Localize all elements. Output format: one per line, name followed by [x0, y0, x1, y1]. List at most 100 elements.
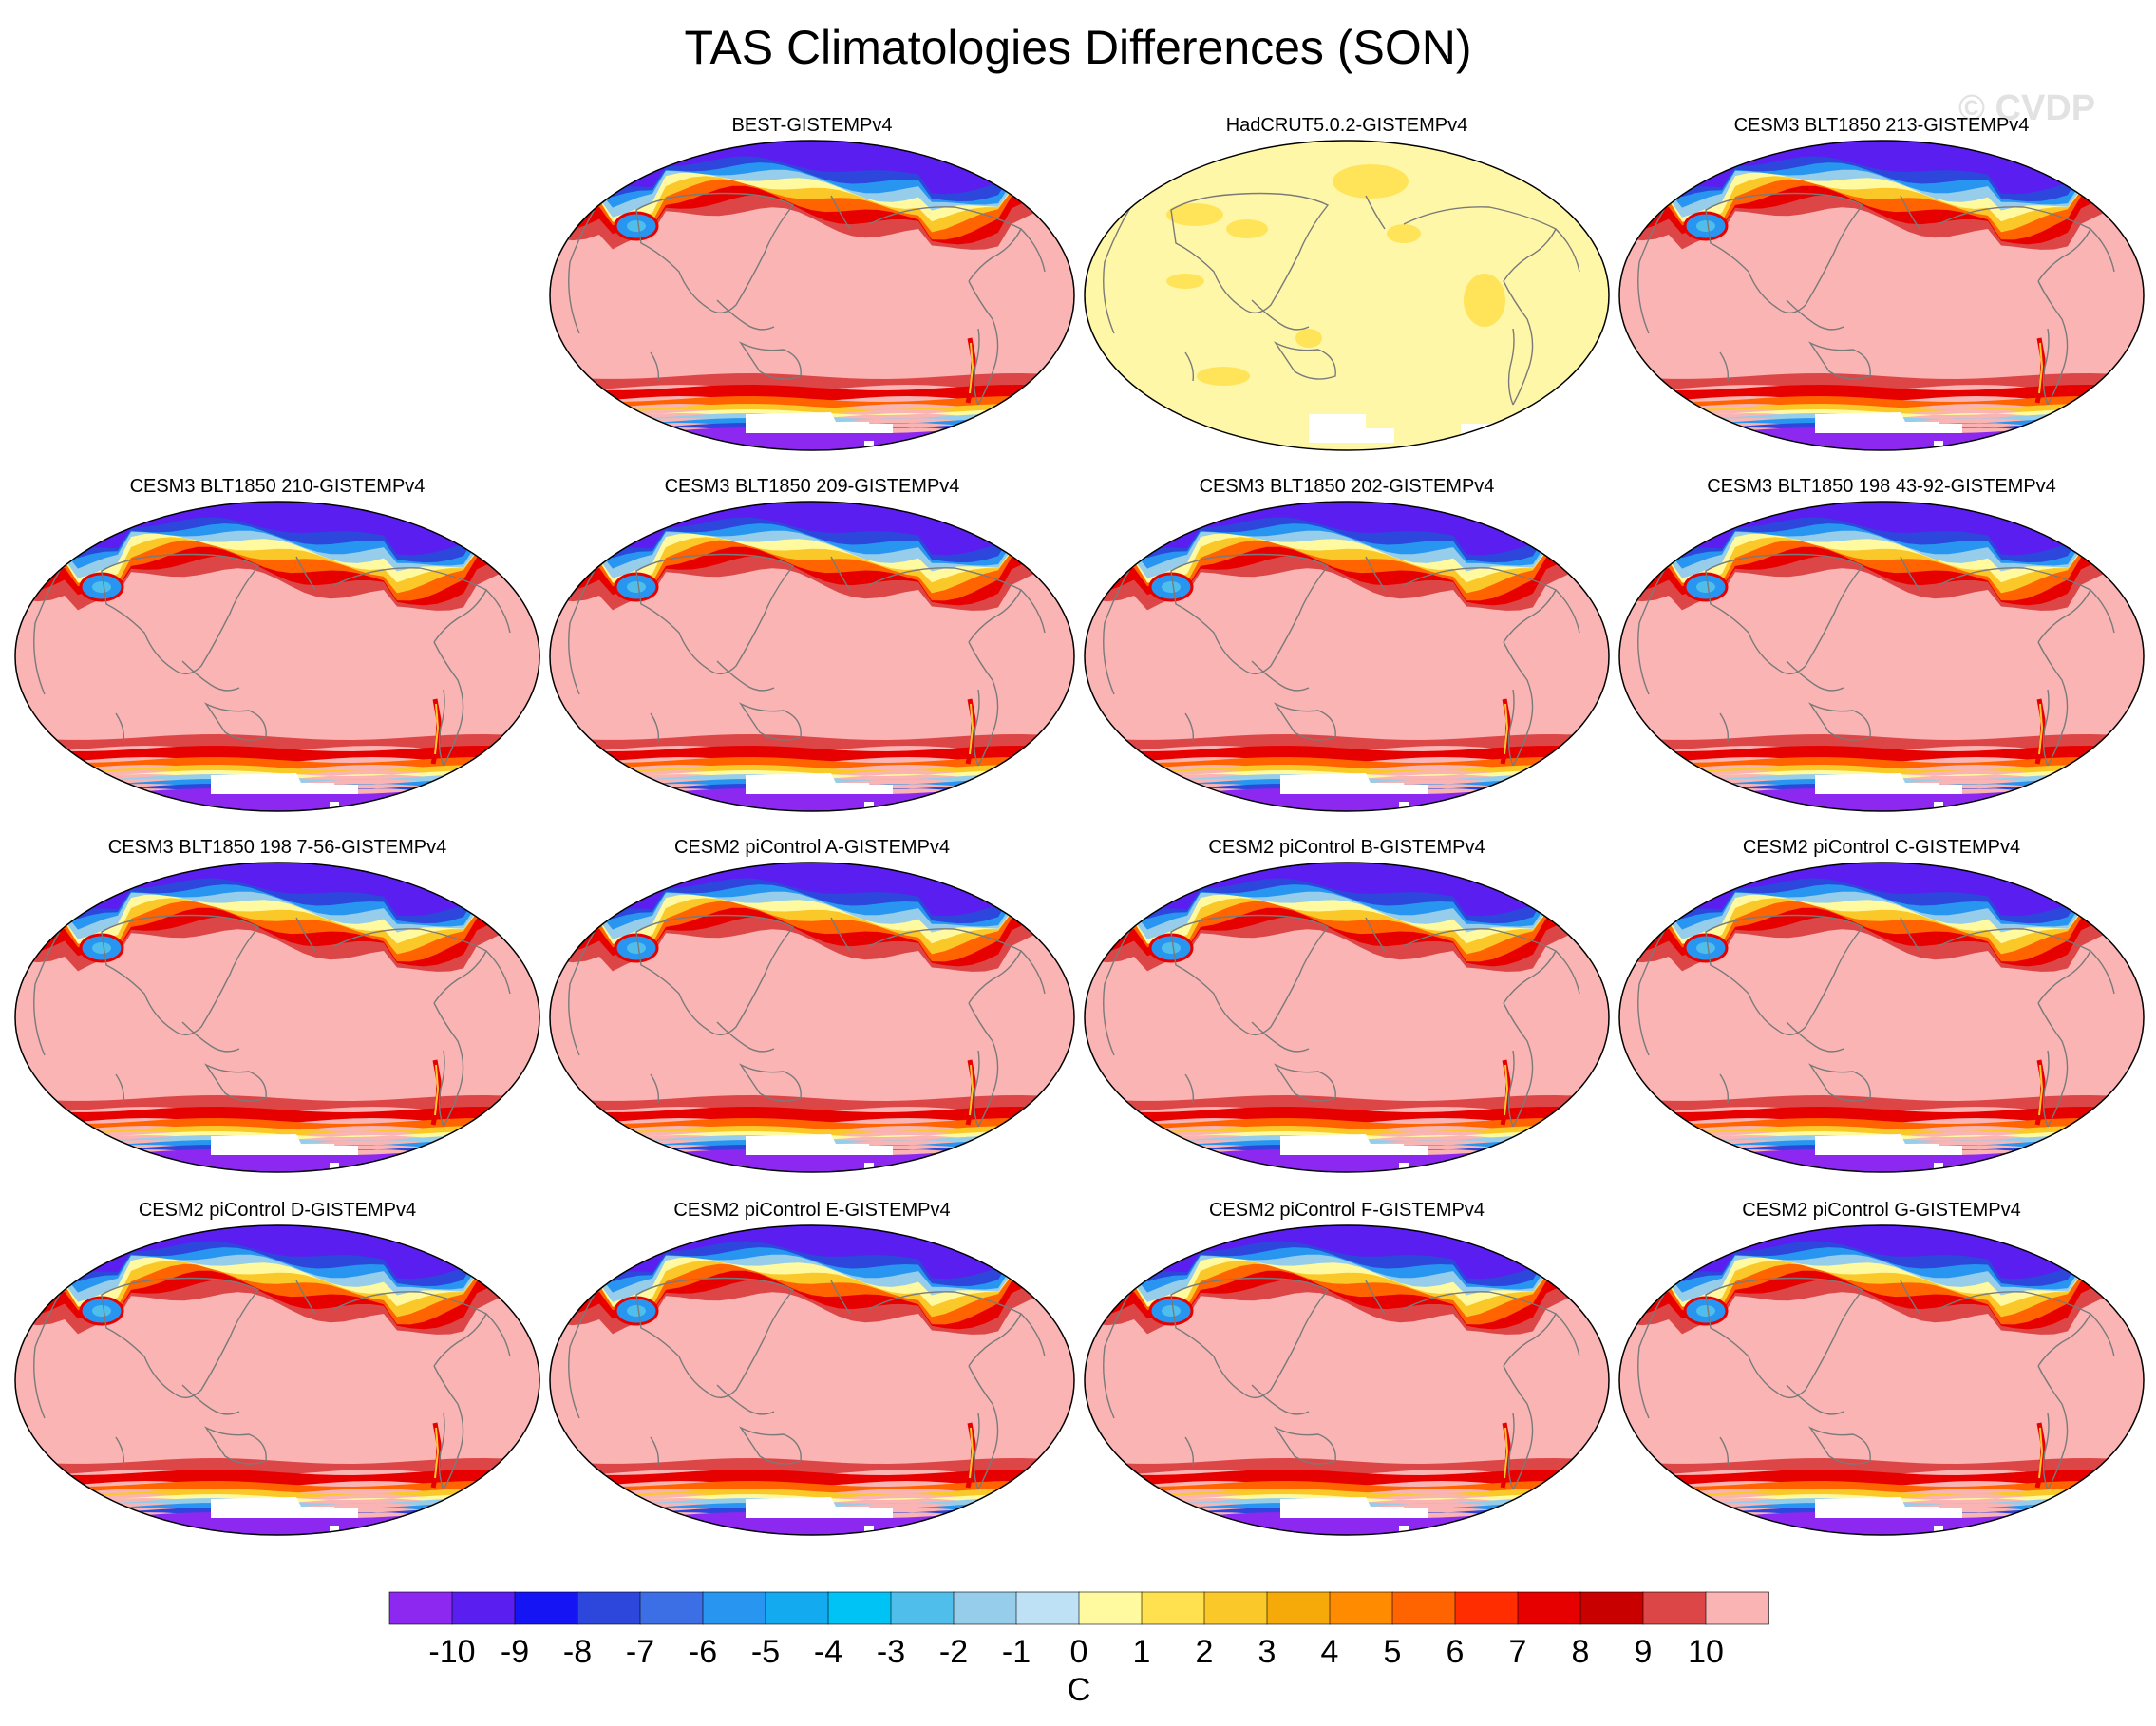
map-border — [1618, 140, 2145, 451]
colorbar-swatch — [1705, 1591, 1769, 1625]
colorbar-tick-label: -8 — [563, 1634, 592, 1670]
missing-data — [1280, 1134, 1406, 1155]
colorbar-tick-label: 0 — [1070, 1634, 1088, 1670]
missing-data — [1815, 1134, 1940, 1155]
map-border — [1084, 862, 1610, 1173]
colorbar-tick-label: 10 — [1688, 1634, 1724, 1670]
colorbar-swatch — [827, 1591, 892, 1625]
map-border — [14, 1224, 540, 1536]
colorbar-tick-label: 6 — [1447, 1634, 1465, 1670]
map-border — [549, 862, 1075, 1173]
colorbar-swatch — [953, 1591, 1017, 1625]
map-panel: CESM2 piControl C-GISTEMPv4 — [1616, 836, 2147, 1178]
map-border — [1084, 501, 1610, 812]
map-panel: CESM2 piControl F-GISTEMPv4 — [1081, 1199, 1613, 1541]
map-panel: CESM3 BLT1850 198 43-92-GISTEMPv4 — [1616, 475, 2147, 817]
panel-title: CESM2 piControl G-GISTEMPv4 — [1742, 1200, 2021, 1221]
panel-title: CESM2 piControl C-GISTEMPv4 — [1742, 837, 2021, 858]
colorbar-tick-label: -3 — [877, 1634, 905, 1670]
colorbar-unit: C — [1068, 1672, 1091, 1708]
map-figure — [14, 862, 540, 1173]
panel-title: CESM2 piControl E-GISTEMPv4 — [673, 1200, 951, 1221]
map-panel: CESM3 BLT1850 210-GISTEMPv4 — [11, 475, 543, 817]
map-border — [14, 862, 540, 1173]
colorbar-tick-label: 3 — [1258, 1634, 1277, 1670]
colorbar-tick-label: -6 — [689, 1634, 717, 1670]
panel-title: BEST-GISTEMPv4 — [731, 115, 893, 136]
colorbar-tick-label: 1 — [1133, 1634, 1151, 1670]
missing-data — [746, 412, 871, 433]
map-figure — [1618, 862, 2145, 1173]
map-border — [549, 1224, 1075, 1536]
missing-data — [1815, 1497, 1940, 1518]
map-border — [1084, 140, 1610, 451]
colorbar-tick-label: 9 — [1635, 1634, 1653, 1670]
map-panel: CESM3 BLT1850 202-GISTEMPv4 — [1081, 475, 1613, 817]
map-panel: HadCRUT5.0.2-GISTEMPv4 — [1081, 114, 1613, 456]
watermark: © CVDP — [1958, 88, 2096, 128]
colorbar-swatch — [1203, 1591, 1268, 1625]
map-figure — [1618, 501, 2145, 812]
missing-data — [211, 1134, 336, 1155]
colorbar-tick-label: -5 — [751, 1634, 780, 1670]
map-figure — [1084, 140, 1610, 451]
colorbar-swatch — [1266, 1591, 1331, 1625]
panel-title: CESM2 piControl B-GISTEMPv4 — [1208, 837, 1485, 858]
map-figure — [549, 1224, 1075, 1536]
colorbar-swatch — [1329, 1591, 1393, 1625]
missing-data — [211, 773, 336, 794]
missing-data — [746, 1497, 871, 1518]
map-border — [1618, 1224, 2145, 1536]
map-figure — [1084, 501, 1610, 812]
panel-title: CESM2 piControl D-GISTEMPv4 — [138, 1200, 417, 1221]
colorbar-tick-label: -10 — [428, 1634, 475, 1670]
map-panel: CESM2 piControl E-GISTEMPv4 — [546, 1199, 1078, 1541]
map-figure — [549, 501, 1075, 812]
colorbar-swatch — [702, 1591, 766, 1625]
missing-data — [1815, 773, 1940, 794]
map-panel: CESM2 piControl G-GISTEMPv4 — [1616, 1199, 2147, 1541]
map-panel: CESM2 piControl D-GISTEMPv4 — [11, 1199, 543, 1541]
colorbar-tick-label: 4 — [1321, 1634, 1339, 1670]
colorbar-tick-label: -4 — [814, 1634, 842, 1670]
map-panel: CESM3 BLT1850 213-GISTEMPv4 — [1616, 114, 2147, 456]
missing-data — [1309, 414, 1394, 443]
colorbar-swatch — [451, 1591, 516, 1625]
colorbar-tick-label: -1 — [1002, 1634, 1031, 1670]
panel-title: CESM2 piControl A-GISTEMPv4 — [673, 837, 951, 858]
panel-title: CESM3 BLT1850 210-GISTEMPv4 — [129, 476, 426, 497]
colorbar-tick-label: -9 — [501, 1634, 529, 1670]
map-figure — [549, 862, 1075, 1173]
colorbar-tick-label: 5 — [1384, 1634, 1402, 1670]
colorbar-swatch — [577, 1591, 641, 1625]
colorbar-swatch — [1015, 1591, 1080, 1625]
map-figure — [1618, 140, 2145, 451]
map-panel: CESM3 BLT1850 209-GISTEMPv4 — [546, 475, 1078, 817]
missing-data — [211, 1497, 336, 1518]
colorbar-swatch — [1454, 1591, 1519, 1625]
colorbar-swatch — [388, 1591, 453, 1625]
map-figure — [1084, 1224, 1610, 1536]
colorbar-swatch — [1517, 1591, 1581, 1625]
missing-data — [746, 1134, 871, 1155]
map-border — [14, 501, 540, 812]
panel-title: CESM3 BLT1850 198 7-56-GISTEMPv4 — [107, 837, 447, 858]
map-border — [549, 140, 1075, 451]
map-panel: CESM2 piControl A-GISTEMPv4 — [546, 836, 1078, 1178]
missing-data — [1280, 1497, 1406, 1518]
colorbar-tick-label: 2 — [1196, 1634, 1214, 1670]
panel-title: CESM3 BLT1850 202-GISTEMPv4 — [1199, 476, 1495, 497]
colorbar-tick-label: -2 — [939, 1634, 968, 1670]
colorbar-swatch — [1078, 1591, 1143, 1625]
map-figure — [1618, 1224, 2145, 1536]
colorbar-swatch — [1642, 1591, 1707, 1625]
panel-title: CESM3 BLT1850 198 43-92-GISTEMPv4 — [1707, 476, 2056, 497]
map-figure — [1084, 862, 1610, 1173]
panel-title: CESM3 BLT1850 213-GISTEMPv4 — [1733, 115, 2030, 136]
map-border — [1618, 862, 2145, 1173]
missing-data — [746, 773, 871, 794]
colorbar-swatch — [1579, 1591, 1644, 1625]
map-border — [1618, 501, 2145, 812]
colorbar-swatch — [1391, 1591, 1456, 1625]
colorbar-tick-label: -7 — [626, 1634, 654, 1670]
